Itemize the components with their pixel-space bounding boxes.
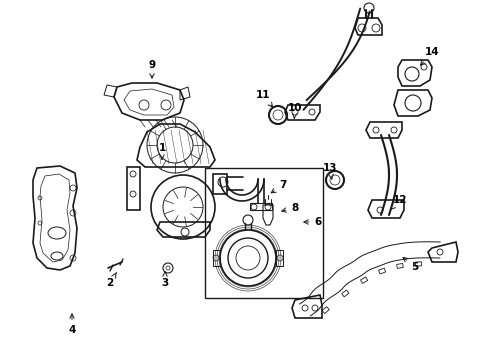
Text: 4: 4 bbox=[68, 314, 75, 335]
Text: 8: 8 bbox=[282, 203, 298, 213]
Text: 1: 1 bbox=[158, 143, 166, 159]
Text: 5: 5 bbox=[403, 257, 418, 272]
Text: 7: 7 bbox=[271, 180, 287, 193]
Text: 11: 11 bbox=[256, 90, 272, 107]
Text: 13: 13 bbox=[323, 163, 337, 179]
Text: 10: 10 bbox=[288, 103, 302, 119]
Text: 14: 14 bbox=[420, 47, 440, 65]
Text: 9: 9 bbox=[148, 60, 155, 78]
Text: 6: 6 bbox=[304, 217, 321, 227]
Text: 3: 3 bbox=[161, 272, 169, 288]
Text: 12: 12 bbox=[390, 195, 407, 210]
Text: 2: 2 bbox=[106, 273, 116, 288]
